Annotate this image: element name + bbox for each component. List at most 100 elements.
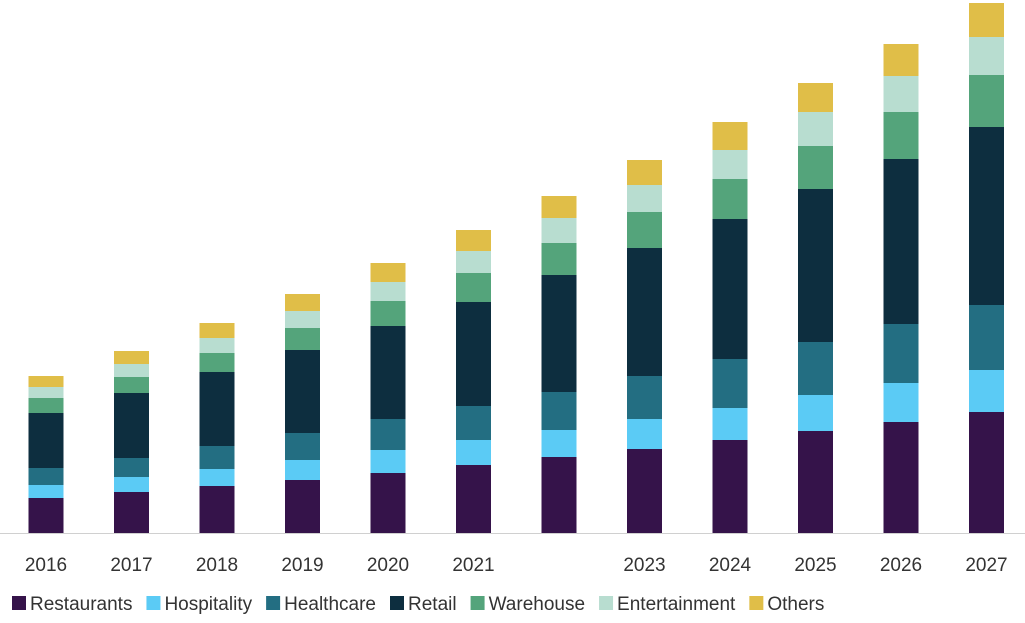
- bar-segment-hospitality-2016: [28, 485, 64, 498]
- bar-segment-entertainment-2017: [114, 364, 149, 377]
- bar-segment-restaurants-2026: [883, 422, 919, 533]
- bar-segment-healthcare-2019: [285, 433, 320, 460]
- bar-segment-entertainment-2018: [199, 338, 235, 353]
- bar-segment-others-2018: [199, 323, 235, 338]
- bar-segment-warehouse-2019: [285, 328, 320, 350]
- legend-label-others: Others: [767, 594, 824, 615]
- bar-segment-others-2016: [28, 376, 64, 387]
- bar-segment-warehouse-2025: [798, 146, 833, 189]
- bar-segment-retail-2026: [883, 159, 919, 324]
- legend-label-retail: Retail: [408, 594, 457, 615]
- bars-layer: [28, 3, 1004, 533]
- bar-segment-hospitality-2018: [199, 469, 235, 486]
- bar-segment-retail-2023: [627, 248, 662, 376]
- bar-segment-entertainment-2024: [712, 150, 748, 179]
- bar-segment-restaurants-2027: [969, 412, 1004, 533]
- bar-segment-healthcare-2026: [883, 324, 919, 383]
- bar-segment-others-2026: [883, 44, 919, 76]
- bar-segment-hospitality-2026: [883, 383, 919, 422]
- legend-swatch-retail: [390, 596, 404, 610]
- bar-segment-others-2019: [285, 294, 320, 311]
- bar-segment-restaurants-2019: [285, 480, 320, 533]
- legend-swatch-healthcare: [266, 596, 281, 610]
- bar-segment-hospitality-2027: [969, 370, 1004, 412]
- bar-segment-warehouse-2026: [883, 112, 919, 159]
- bar-segment-warehouse-blank: [541, 243, 577, 275]
- bar-segment-warehouse-2021: [456, 273, 491, 302]
- legend-label-healthcare: Healthcare: [284, 594, 376, 615]
- bar-segment-retail-blank: [541, 275, 577, 392]
- legend-swatch-others: [749, 596, 764, 610]
- x-tick-label: 2020: [367, 555, 409, 576]
- bar-segment-retail-2021: [456, 302, 491, 406]
- bar-segment-entertainment-2026: [883, 76, 919, 112]
- bar-segment-restaurants-2024: [712, 440, 748, 533]
- bar-segment-warehouse-2023: [627, 212, 662, 248]
- bar-segment-hospitality-2019: [285, 460, 320, 480]
- bar-segment-healthcare-2023: [627, 376, 662, 419]
- bar-segment-warehouse-2017: [114, 377, 149, 393]
- legend: Restaurants Hospitality Healthcare Retail Wa…: [12, 594, 824, 615]
- bar-segment-retail-2016: [28, 413, 64, 468]
- bar-segment-entertainment-2021: [456, 251, 491, 273]
- bar-segment-entertainment-2027: [969, 37, 1004, 75]
- bar-segment-restaurants-2020: [370, 473, 406, 533]
- legend-swatch-hospitality: [146, 596, 161, 610]
- bar-segment-others-2023: [627, 160, 662, 185]
- bar-segment-entertainment-2023: [627, 185, 662, 212]
- bar-segment-others-2021: [456, 230, 491, 251]
- x-tick-label: 2027: [965, 555, 1007, 576]
- bar-segment-restaurants-2021: [456, 465, 491, 533]
- bar-segment-others-2027: [969, 3, 1004, 37]
- x-tick-label: 2026: [880, 555, 922, 576]
- bar-segment-warehouse-2024: [712, 179, 748, 219]
- x-tick-labels: 2016 2017 2018 2019 2020 2021 2023 2024 2025 2026…: [25, 555, 1008, 576]
- bar-segment-retail-2027: [969, 127, 1004, 305]
- x-tick-label: 2025: [794, 555, 836, 576]
- legend-label-restaurants: Restaurants: [30, 594, 132, 615]
- x-tick-label: 2023: [623, 555, 665, 576]
- bar-segment-warehouse-2016: [28, 398, 64, 413]
- bar-segment-entertainment-2016: [28, 387, 64, 398]
- x-tick-label: 2021: [452, 555, 494, 576]
- bar-segment-restaurants-2018: [199, 486, 235, 533]
- bar-segment-healthcare-2025: [798, 342, 833, 395]
- bar-segment-entertainment-2020: [370, 282, 406, 301]
- legend-label-hospitality: Hospitality: [164, 594, 252, 615]
- bar-segment-hospitality-blank: [541, 430, 577, 457]
- bar-segment-hospitality-2020: [370, 450, 406, 473]
- bar-segment-retail-2025: [798, 189, 833, 342]
- bar-segment-retail-2024: [712, 219, 748, 359]
- bar-segment-restaurants-2025: [798, 431, 833, 533]
- x-tick-label: 2018: [196, 555, 238, 576]
- bar-segment-entertainment-2019: [285, 311, 320, 328]
- bar-segment-others-2017: [114, 351, 149, 364]
- bar-segment-healthcare-2018: [199, 446, 235, 469]
- bar-segment-hospitality-2017: [114, 477, 149, 492]
- bar-segment-healthcare-2017: [114, 458, 149, 477]
- bar-segment-healthcare-2020: [370, 419, 406, 450]
- bar-segment-entertainment-2025: [798, 112, 833, 146]
- bar-segment-restaurants-blank: [541, 457, 577, 533]
- x-tick-label: 2019: [281, 555, 323, 576]
- bar-segment-warehouse-2018: [199, 353, 235, 372]
- bar-segment-hospitality-2021: [456, 440, 491, 465]
- bar-segment-healthcare-2027: [969, 305, 1004, 370]
- bar-segment-retail-2017: [114, 393, 149, 458]
- bar-segment-retail-2018: [199, 372, 235, 446]
- legend-swatch-restaurants: [12, 596, 26, 610]
- legend-swatch-entertainment: [599, 596, 614, 610]
- bar-segment-retail-2020: [370, 326, 406, 419]
- bar-segment-hospitality-2023: [627, 419, 662, 449]
- bar-segment-healthcare-blank: [541, 392, 577, 430]
- x-tick-label: 2024: [709, 555, 752, 576]
- bar-segment-healthcare-2021: [456, 406, 491, 440]
- bar-segment-restaurants-2023: [627, 449, 662, 533]
- legend-swatch-warehouse: [470, 596, 485, 610]
- bar-segment-healthcare-2024: [712, 359, 748, 408]
- bar-segment-entertainment-blank: [541, 218, 577, 243]
- bar-segment-healthcare-2016: [28, 468, 64, 485]
- x-tick-label: 2017: [110, 555, 152, 576]
